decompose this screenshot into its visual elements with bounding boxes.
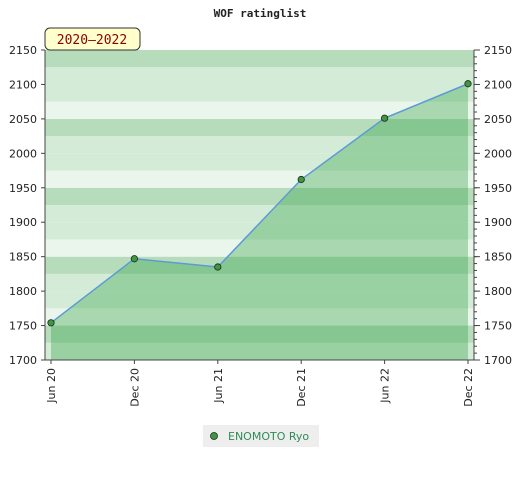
y-tick-label-right: 2050 [484,113,512,126]
grid-band [45,153,474,171]
grid-band [45,325,474,343]
y-tick-label-left: 1850 [9,251,37,264]
y-tick-label-left: 1950 [9,182,37,195]
x-tick-label: Dec 21 [295,368,308,407]
y-tick-label-right: 2150 [484,44,512,57]
axes: 1700 1700 1750 1750 1800 1800 1850 1850 1900 1900… [9,44,512,407]
x-tick-label: Jun 21 [212,368,225,404]
y-tick-label-right: 2100 [484,78,512,91]
y-tick-label-right: 1900 [484,216,512,229]
y-tick-label-right: 1750 [484,320,512,333]
grid-band [45,50,474,68]
grid-band [45,67,474,85]
y-tick-label-right: 1850 [484,251,512,264]
y-tick-label-left: 2050 [9,113,37,126]
y-tick-label-left: 1750 [9,320,37,333]
y-tick-label-left: 1700 [9,354,37,367]
points-layer [47,80,472,327]
grid-band [45,273,474,292]
x-tick-label: Jun 22 [379,368,392,404]
legend-label: ENOMOTO Ryo [228,430,309,443]
data-point [464,80,472,88]
x-tick-label: Dec 22 [462,368,475,407]
x-tick-label: Dec 20 [128,368,141,407]
data-point [130,255,138,263]
grid-band [45,170,474,188]
grid-band [45,136,474,154]
y-tick-label-left: 1800 [9,285,37,298]
grid-band [45,291,474,309]
grid-band [45,308,474,326]
y-tick-label-left: 2150 [9,44,37,57]
area-layer [50,83,469,360]
y-tick-label-left: 1900 [9,216,37,229]
legend: ENOMOTO Ryo [203,425,319,447]
grid-band [45,205,474,223]
y-tick-label-right: 1950 [484,182,512,195]
chart-title: WOF ratinglist [214,7,307,20]
grid-band [45,187,474,205]
grid-band [45,342,474,360]
grid-band [45,101,474,119]
series-line [50,83,469,324]
grid-band [45,222,474,240]
grid-band [45,84,474,102]
grid-band [45,239,474,257]
data-point [47,319,55,327]
data-point [297,175,305,184]
y-tick-label-right: 1800 [484,285,512,298]
y-tick-label-left: 2100 [9,78,37,91]
x-tick-label: Jun 20 [45,368,58,404]
period-badge-text: 2020–2022 [57,33,127,48]
data-point [214,263,222,271]
data-point [380,114,389,122]
y-tick-label-left: 2000 [9,147,37,160]
background-bands [45,50,474,360]
y-tick-label-right: 2000 [484,147,512,160]
y-tick-label-right: 1700 [484,354,512,367]
series-area [51,83,468,360]
period-badge: 2020–2022 [44,27,141,51]
legend-marker [210,432,218,440]
